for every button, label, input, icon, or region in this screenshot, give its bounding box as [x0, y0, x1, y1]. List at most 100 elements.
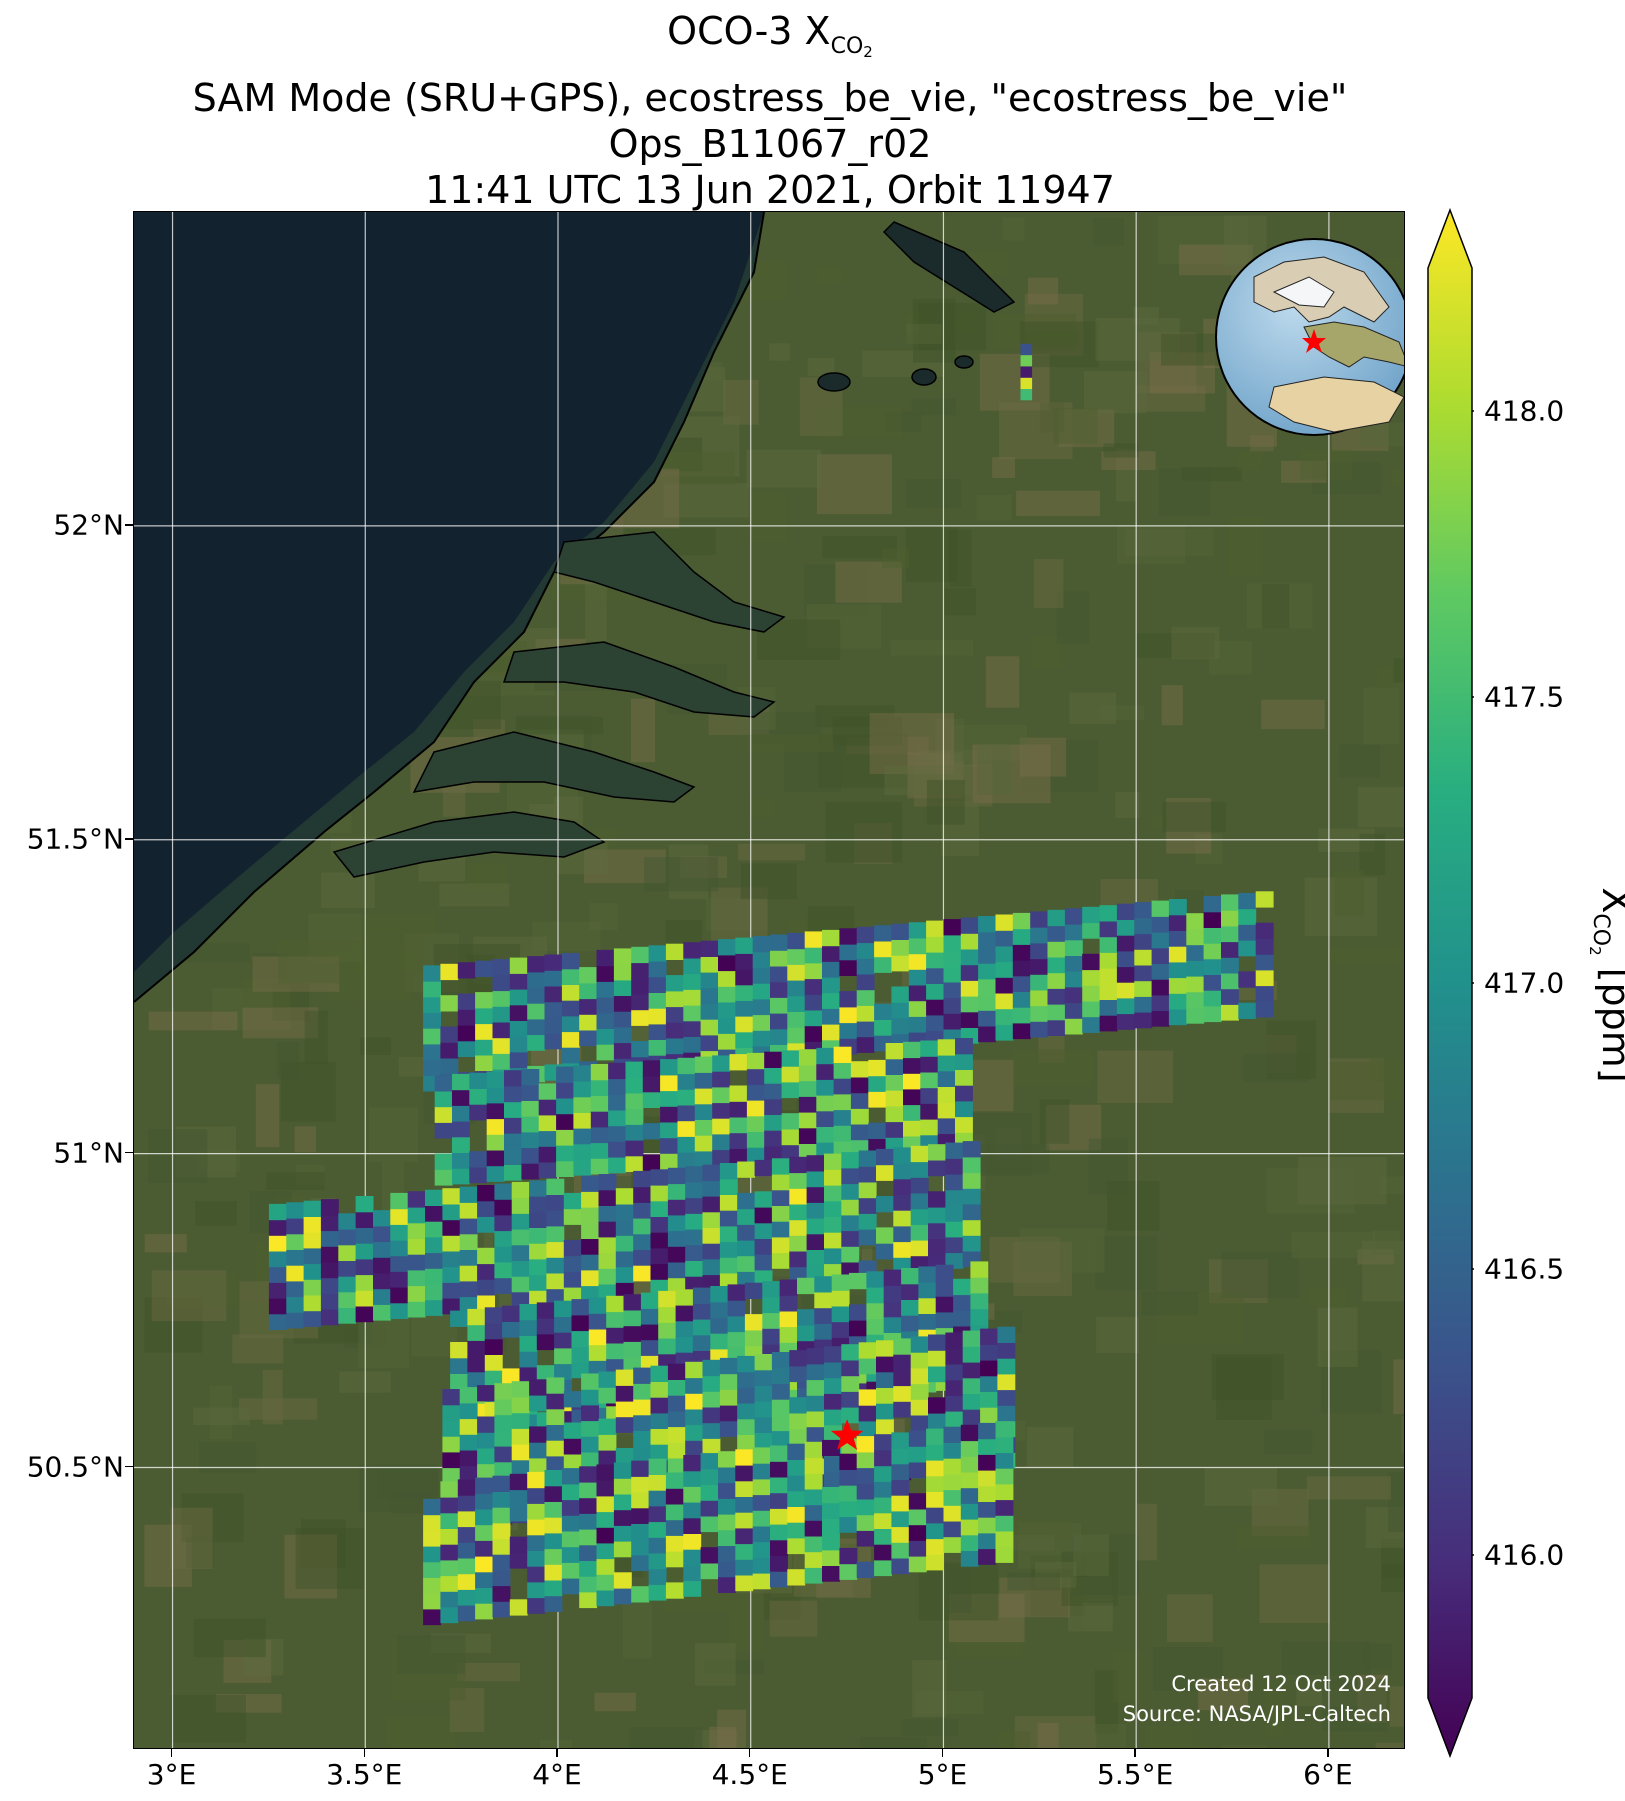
xco2-cell — [718, 1482, 736, 1499]
xco2-cell — [781, 1113, 800, 1130]
terrain-patch — [1222, 1745, 1268, 1748]
xco2-cell — [683, 1036, 702, 1053]
xco2-cell — [737, 1371, 756, 1388]
xco2-cell — [521, 1084, 540, 1101]
xco2-cell — [1116, 966, 1135, 983]
xco2-cell — [521, 1147, 540, 1164]
xco2-cell — [596, 1527, 615, 1544]
xco2-cell — [893, 1178, 912, 1195]
xco2-cell — [737, 1192, 756, 1210]
xco2-cell — [546, 1225, 565, 1243]
xco2-cell — [719, 1163, 738, 1180]
xco2-cell — [590, 1064, 609, 1081]
terrain-patch — [209, 1385, 233, 1440]
xco2-cell — [623, 1341, 642, 1358]
xco2-cell — [962, 1330, 981, 1347]
xco2-cell — [945, 1205, 964, 1222]
terrain-patch — [1002, 217, 1025, 241]
xco2-cell — [746, 1068, 765, 1085]
xco2-cell — [1151, 932, 1170, 949]
xco2-cell — [702, 1391, 721, 1408]
terrain-patch — [215, 1694, 282, 1713]
xco2-cell — [544, 1485, 563, 1502]
xco2-cell — [573, 1096, 592, 1113]
terrain-patch — [816, 454, 892, 515]
xco2-cell — [960, 1487, 979, 1504]
xco2-cell — [544, 1001, 563, 1018]
xco2-cell — [960, 980, 979, 997]
xco2-cell — [650, 1397, 669, 1414]
terrain-patch — [1152, 815, 1203, 830]
xco2-cell — [762, 1296, 781, 1314]
xco2-cell — [928, 1397, 946, 1414]
xco2-cell — [903, 1120, 921, 1137]
xco2-cell — [625, 1155, 644, 1172]
xco2-cell — [683, 1020, 702, 1037]
xco2-cell — [903, 1041, 921, 1059]
xco2-cell — [650, 1200, 669, 1217]
xco2-cell — [1082, 906, 1101, 924]
terrain-patch — [1027, 277, 1059, 305]
xco2-cell — [665, 1037, 684, 1055]
xco2-cell — [581, 1238, 599, 1255]
terrain-patch — [1136, 633, 1215, 658]
xco2-cell — [511, 1260, 530, 1277]
xco2-cell — [588, 1344, 607, 1361]
xco2-cell — [978, 1470, 996, 1487]
xco2-cell — [764, 1130, 783, 1147]
terrain-patch — [252, 953, 289, 992]
terrain-patch — [232, 1334, 284, 1364]
terrain-patch — [854, 822, 893, 865]
xco2-cell — [492, 990, 511, 1007]
xco2-cell — [494, 1461, 513, 1478]
terrain-patch — [1097, 1050, 1174, 1103]
xco2-cell — [824, 1377, 842, 1394]
xco2-cell — [442, 1282, 461, 1299]
terrain-patch — [296, 1164, 325, 1186]
xco2-cell — [648, 1537, 667, 1554]
xco2-cell — [789, 1397, 808, 1414]
xco2-cell — [874, 925, 892, 942]
xco2-cell — [841, 1214, 860, 1232]
terrain-patch — [1083, 371, 1147, 414]
xco2-cell — [727, 1300, 746, 1317]
xco2-cell — [1168, 930, 1187, 947]
terrain-patch — [769, 343, 791, 361]
xco2-cell — [573, 1065, 592, 1082]
y-tick-label: 51.5°N — [26, 822, 124, 856]
xco2-cell — [519, 1351, 538, 1368]
terrain-patch — [391, 1638, 466, 1701]
xco2-cell — [995, 1024, 1014, 1041]
xco2-cell — [631, 1476, 650, 1493]
xco2-cell — [442, 1404, 461, 1421]
xco2-cell — [702, 1243, 721, 1260]
xco2-cell — [1030, 1005, 1049, 1022]
xco2-cell — [997, 1373, 1016, 1391]
xco2-cell — [908, 984, 927, 1002]
xco2-cell — [885, 1121, 904, 1138]
xco2-cell — [908, 953, 927, 970]
xco2-cell — [962, 1172, 981, 1189]
terrain-patch — [1401, 1416, 1404, 1453]
terrain-patch — [223, 1639, 272, 1683]
xco2-cell — [338, 1276, 357, 1293]
xco2-cell — [683, 1564, 702, 1582]
xco2-cell — [457, 1573, 476, 1590]
xco2-cell — [596, 1012, 615, 1029]
xco2-cell — [440, 1512, 459, 1529]
xco2-cell — [926, 1538, 944, 1555]
xco2-cell — [866, 1271, 885, 1288]
xco2-cell — [856, 1498, 875, 1516]
xco2-cell — [459, 1280, 478, 1298]
terrain-patch — [747, 734, 834, 753]
map-panel[interactable]: Created 12 Oct 2024 Source: NASA/JPL-Cal… — [133, 211, 1405, 1749]
xco2-cell — [509, 1051, 528, 1069]
xco2-cell — [596, 1464, 615, 1481]
terrain-patch — [1149, 352, 1215, 394]
xco2-cell — [700, 956, 719, 973]
xco2-cell — [648, 961, 667, 978]
terrain-patch — [1299, 449, 1352, 480]
xco2-cell — [702, 1359, 721, 1377]
terrain-patch — [1250, 435, 1274, 452]
xco2-cell — [581, 1269, 599, 1287]
